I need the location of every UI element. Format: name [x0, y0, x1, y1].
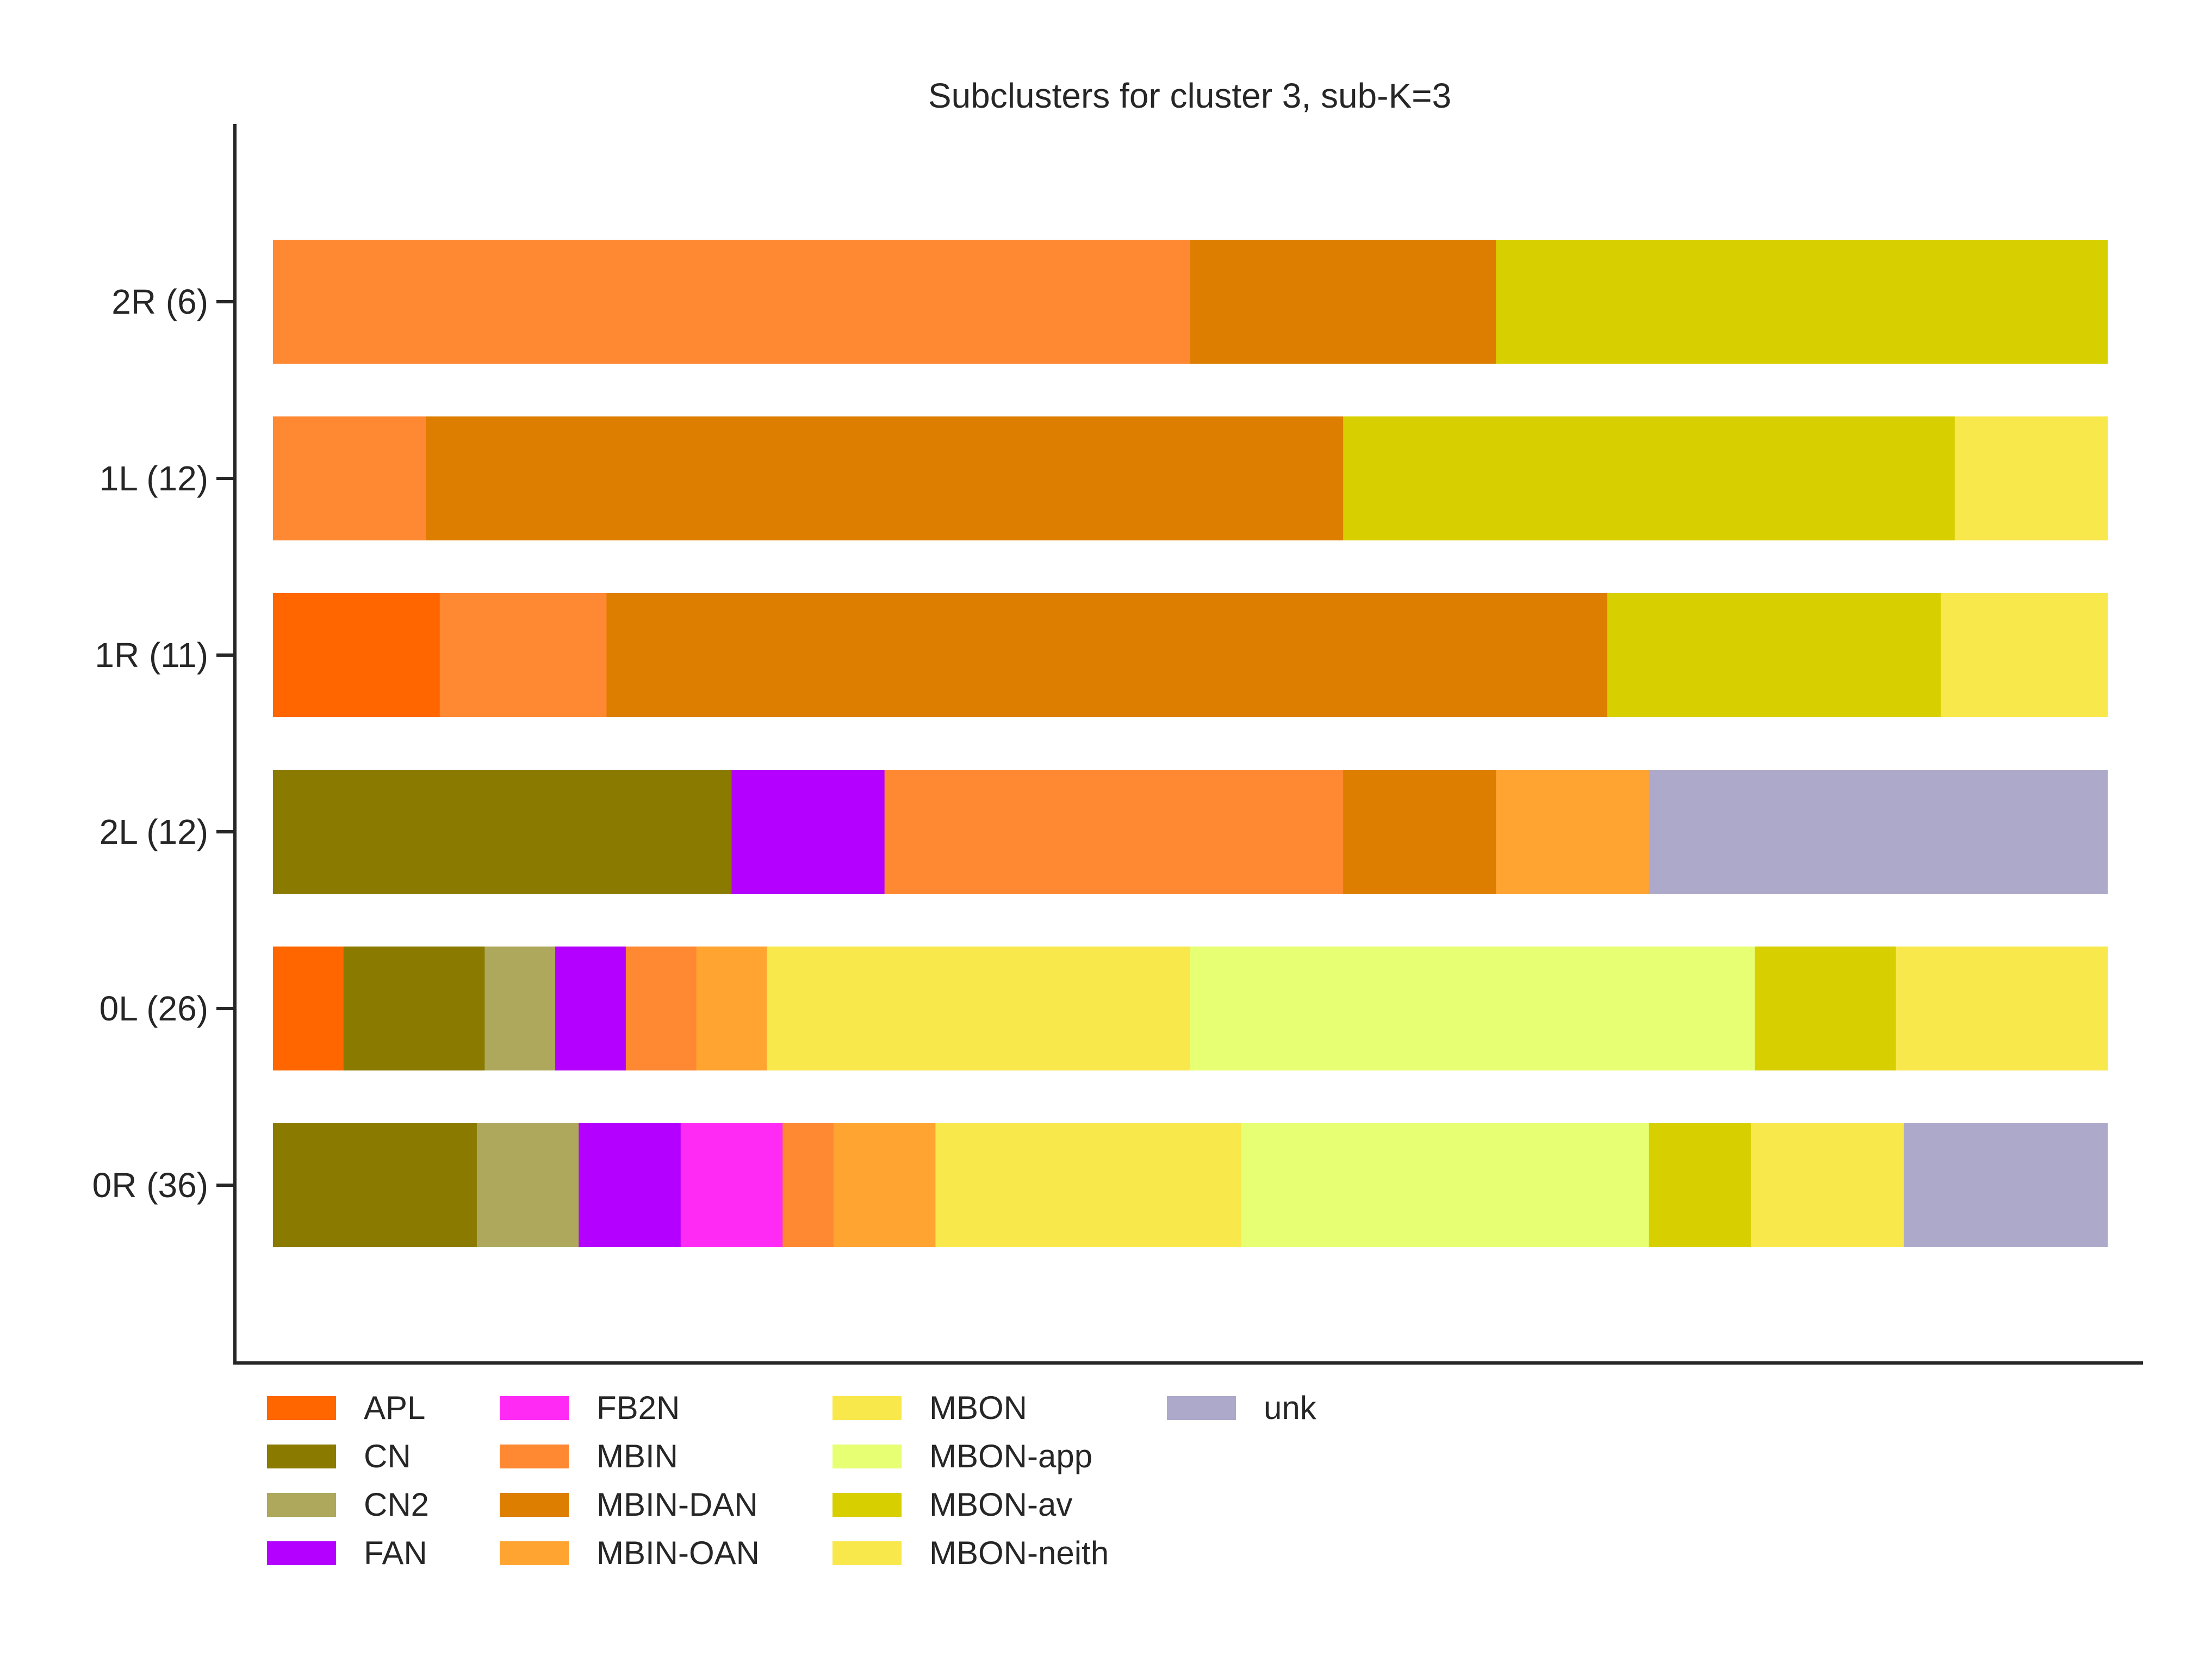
bar-segment-2l-12-fan — [731, 770, 885, 894]
legend-swatch — [1167, 1396, 1236, 1420]
bar-segment-0l-26-apl — [273, 947, 344, 1070]
legend-label: unk — [1264, 1390, 1317, 1426]
y-tick-label: 2R (6) — [111, 282, 208, 321]
legend-item-fan: FAN — [267, 1535, 427, 1571]
bar-segment-2l-12-mbin-oan — [1496, 770, 1650, 894]
y-tick-label: 0R (36) — [92, 1166, 208, 1205]
bar-segment-0r-36-mbin-oan — [833, 1123, 936, 1247]
legend-label: MBON-neith — [929, 1535, 1109, 1571]
bar-segment-0r-36-mbon — [935, 1123, 1242, 1247]
bar-segment-0l-26-mbin — [625, 947, 697, 1070]
legend-item-cn2: CN2 — [267, 1486, 429, 1523]
bar-segment-0r-36-mbon-av — [1649, 1123, 1751, 1247]
bar-segment-2r-6-mbin — [273, 240, 1191, 364]
legend: APL CN CN2 FAN FB2N MBIN MBIN-DAN MBIN-OAN MBON M… — [267, 1390, 1317, 1571]
legend-swatch — [832, 1493, 902, 1517]
bar-segment-2r-6-mbin-dan — [1190, 240, 1496, 364]
legend-swatch — [267, 1396, 336, 1420]
y-tick-label: 1L (12) — [100, 459, 208, 498]
legend-swatch — [500, 1396, 569, 1420]
chart-title: Subclusters for cluster 3, sub-K=3 — [928, 76, 1451, 115]
legend-item-mbin: MBIN — [500, 1438, 678, 1474]
bar-segment-0l-26-cn — [343, 947, 485, 1070]
y-tick-label: 0L (26) — [100, 989, 208, 1028]
legend-label: CN — [364, 1438, 411, 1474]
legend-label: CN2 — [364, 1486, 429, 1523]
legend-swatch — [267, 1493, 336, 1517]
bar-segment-0r-36-unk — [1904, 1123, 2108, 1247]
legend-swatch — [500, 1493, 569, 1517]
legend-label: MBON-av — [929, 1486, 1072, 1523]
bar-segment-0r-36-fan — [579, 1123, 681, 1247]
bar-segment-0l-26-mbon-app — [1190, 947, 1755, 1070]
bar-segment-1r-11-mbon-av — [1607, 593, 1941, 717]
bar-segment-2l-12-mbin-dan — [1343, 770, 1496, 894]
legend-item-mbon: MBON — [832, 1390, 1027, 1426]
legend-label: FAN — [364, 1535, 427, 1571]
legend-label: MBIN-OAN — [597, 1535, 760, 1571]
bars — [273, 240, 2108, 1247]
bar-segment-0l-26-mbin-oan — [696, 947, 767, 1070]
bar-segment-2l-12-mbin — [884, 770, 1344, 894]
bar-segment-1r-11-mbin — [439, 593, 607, 717]
bar-segment-2l-12-unk — [1649, 770, 2108, 894]
y-tick-label: 2L (12) — [100, 812, 208, 851]
legend-label: FB2N — [597, 1390, 680, 1426]
legend-item-mbon-neith: MBON-neith — [832, 1535, 1109, 1571]
legend-swatch — [832, 1541, 902, 1565]
legend-swatch — [267, 1541, 336, 1565]
legend-label: MBIN — [597, 1438, 678, 1474]
legend-item-fb2n: FB2N — [500, 1390, 680, 1426]
y-axis: 0R (36) 0L (26) 2L (12) 1R (11) 1L (12) 2R (6… — [92, 124, 237, 1365]
legend-item-apl: APL — [267, 1390, 425, 1426]
legend-item-mbin-dan: MBIN-DAN — [500, 1486, 758, 1523]
legend-item-unk: unk — [1167, 1390, 1317, 1426]
legend-swatch — [832, 1445, 902, 1468]
bar-segment-1r-11-apl — [273, 593, 440, 717]
legend-item-cn: CN — [267, 1438, 411, 1474]
bar-segment-1l-12-mbin-dan — [426, 416, 1344, 540]
bar-segment-0r-36-fb2n — [680, 1123, 783, 1247]
bar-segment-2l-12-cn — [273, 770, 732, 894]
bar-segment-0l-26-mbon-av — [1755, 947, 1897, 1070]
bar-segment-1l-12-mbon-neith — [1954, 416, 2108, 540]
legend-label: MBON — [929, 1390, 1027, 1426]
legend-item-mbon-av: MBON-av — [832, 1486, 1072, 1523]
bar-segment-1r-11-mbon-neith — [1941, 593, 2108, 717]
legend-label: APL — [364, 1390, 425, 1426]
bar-segment-0r-36-mbin — [782, 1123, 834, 1247]
bar-segment-0l-26-mbon — [767, 947, 1191, 1070]
legend-item-mbin-oan: MBIN-OAN — [500, 1535, 760, 1571]
bar-segment-0r-36-cn2 — [476, 1123, 579, 1247]
legend-label: MBIN-DAN — [597, 1486, 758, 1523]
y-tick-label: 1R (11) — [95, 636, 208, 675]
bar-segment-0l-26-cn2 — [484, 947, 556, 1070]
bar-segment-0l-26-fan — [555, 947, 626, 1070]
bar-segment-1r-11-mbin-dan — [606, 593, 1608, 717]
bar-segment-0r-36-mbon-neith — [1750, 1123, 1904, 1247]
legend-label: MBON-app — [929, 1438, 1092, 1474]
legend-swatch — [500, 1541, 569, 1565]
legend-swatch — [500, 1445, 569, 1468]
bar-segment-2r-6-mbon-av — [1496, 240, 2108, 364]
legend-item-mbon-app: MBON-app — [832, 1438, 1092, 1474]
bar-segment-0r-36-cn — [273, 1123, 477, 1247]
bar-segment-0r-36-mbon-app — [1241, 1123, 1650, 1247]
bar-segment-1l-12-mbin — [273, 416, 426, 540]
bar-segment-0l-26-mbon-neith — [1896, 947, 2108, 1070]
legend-swatch — [267, 1445, 336, 1468]
bar-segment-1l-12-mbon-av — [1343, 416, 1955, 540]
legend-swatch — [832, 1396, 902, 1420]
